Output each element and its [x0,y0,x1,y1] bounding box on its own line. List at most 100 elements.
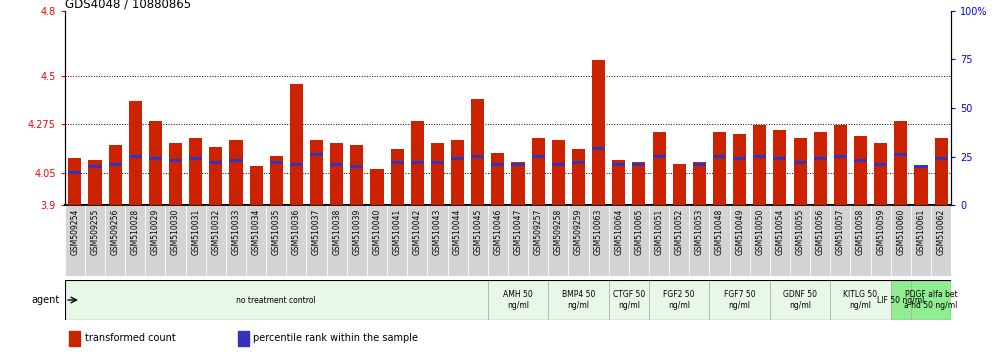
Bar [410,121,424,205]
Bar [874,143,887,205]
Bar [914,165,927,168]
Text: GSM510043: GSM510043 [433,209,442,255]
Bar [209,161,222,164]
Text: GSM510032: GSM510032 [211,209,220,255]
FancyBboxPatch shape [65,280,488,320]
Bar [532,138,545,205]
Bar [451,141,464,205]
Text: GDNF 50
ng/ml: GDNF 50 ng/ml [783,290,817,310]
Bar [693,162,706,205]
Text: GSM510062: GSM510062 [936,209,945,255]
FancyBboxPatch shape [831,205,851,276]
FancyBboxPatch shape [770,205,790,276]
FancyBboxPatch shape [145,205,165,276]
Bar [128,155,141,158]
FancyBboxPatch shape [548,205,569,276]
Text: GSM510038: GSM510038 [333,209,342,255]
Bar [189,157,202,160]
Text: GSM510058: GSM510058 [856,209,865,255]
Bar [552,141,565,205]
Text: GDS4048 / 10880865: GDS4048 / 10880865 [65,0,191,11]
Bar [733,134,746,205]
Text: GSM510057: GSM510057 [836,209,845,255]
FancyBboxPatch shape [689,205,709,276]
FancyBboxPatch shape [367,205,387,276]
Bar [894,121,907,205]
Bar [238,331,249,346]
FancyBboxPatch shape [609,205,628,276]
FancyBboxPatch shape [125,205,145,276]
Bar [229,159,243,162]
Bar [290,84,303,205]
Text: GSM510060: GSM510060 [896,209,905,255]
Bar [733,157,746,160]
FancyBboxPatch shape [548,280,609,320]
FancyBboxPatch shape [770,280,831,320]
Bar [652,155,665,158]
Text: GSM510045: GSM510045 [473,209,482,255]
Bar [209,147,222,205]
Bar [613,163,625,166]
Bar [934,138,947,205]
FancyBboxPatch shape [307,205,327,276]
FancyBboxPatch shape [226,205,246,276]
FancyBboxPatch shape [709,280,770,320]
FancyBboxPatch shape [65,205,85,276]
FancyBboxPatch shape [810,205,831,276]
Text: GSM510051: GSM510051 [654,209,663,255]
Bar [834,155,847,158]
Bar [351,145,364,205]
Bar [330,143,344,205]
Text: GSM510040: GSM510040 [373,209,381,255]
Bar [491,163,504,166]
Bar [148,121,162,205]
Bar [89,165,102,168]
Text: BMP4 50
ng/ml: BMP4 50 ng/ml [562,290,596,310]
Text: GSM510052: GSM510052 [674,209,683,255]
Bar [69,331,81,346]
Text: GSM510054: GSM510054 [776,209,785,255]
FancyBboxPatch shape [669,205,689,276]
Bar [431,161,444,164]
Text: GSM510048: GSM510048 [715,209,724,255]
FancyBboxPatch shape [709,205,729,276]
Bar [632,162,645,205]
FancyBboxPatch shape [488,205,508,276]
Text: GSM510033: GSM510033 [231,209,240,255]
Bar [390,161,403,164]
Bar [753,125,766,205]
Text: LIF 50 ng/ml: LIF 50 ng/ml [877,296,924,304]
Text: FGF7 50
ng/ml: FGF7 50 ng/ml [724,290,755,310]
Text: GSM510029: GSM510029 [151,209,160,255]
Bar [431,143,444,205]
FancyBboxPatch shape [911,280,951,320]
Bar [270,161,283,164]
FancyBboxPatch shape [589,205,609,276]
Bar [471,99,484,205]
Bar [914,166,927,205]
Bar [128,102,141,205]
FancyBboxPatch shape [649,205,669,276]
Text: GSM510055: GSM510055 [796,209,805,255]
Bar [632,163,645,166]
Text: GSM510047: GSM510047 [514,209,523,255]
Bar [874,163,887,166]
Bar [592,147,606,150]
FancyBboxPatch shape [105,205,125,276]
FancyBboxPatch shape [347,205,367,276]
FancyBboxPatch shape [447,205,468,276]
Bar [290,163,303,166]
Text: GSM510041: GSM510041 [392,209,401,255]
FancyBboxPatch shape [911,205,931,276]
Text: GSM510037: GSM510037 [312,209,321,255]
FancyBboxPatch shape [407,205,427,276]
FancyBboxPatch shape [649,280,709,320]
FancyBboxPatch shape [851,205,871,276]
Bar [794,138,807,205]
Bar [572,161,585,164]
Bar [410,161,424,164]
Text: GSM510046: GSM510046 [493,209,502,255]
FancyBboxPatch shape [569,205,589,276]
Bar [330,163,344,166]
Text: GSM509256: GSM509256 [111,209,120,255]
